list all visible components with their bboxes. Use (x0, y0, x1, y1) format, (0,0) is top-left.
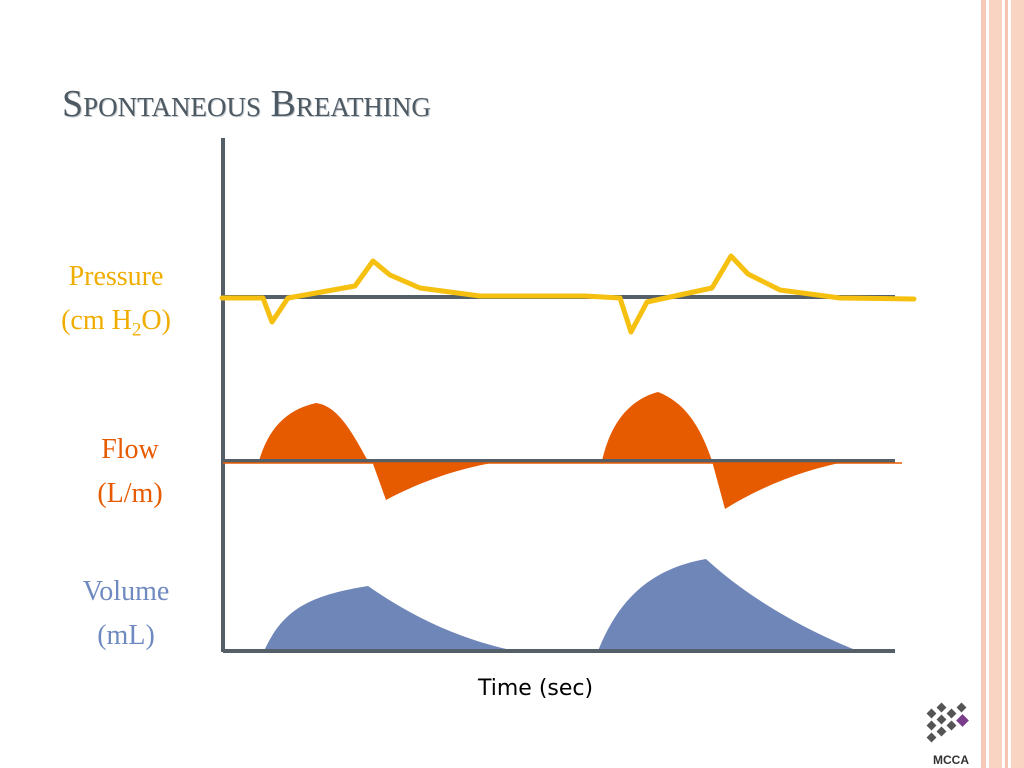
volume-label-line1: Volume (82, 576, 170, 607)
flow-label-line1: Flow (101, 434, 159, 465)
pressure-label: Pressure (cm H2O) (31, 255, 201, 353)
flow-expiration-wave-1 (372, 461, 505, 500)
border-stripe-2 (989, 0, 1002, 768)
mcca-logo: MCCA (926, 702, 976, 767)
volume-label: Volume (mL) (41, 570, 211, 658)
mcca-logo-text: MCCA (933, 753, 969, 767)
pressure-label-line2: (cm H2O) (31, 299, 201, 353)
flow-label-line2: (L/m) (97, 478, 163, 509)
flow-inspiration-wave-2 (602, 392, 712, 461)
border-stripe-1 (981, 0, 986, 768)
slide-title: Spontaneous Breathing (62, 83, 431, 125)
flow-expiration-wave-2 (712, 461, 850, 509)
mcca-logo-icon (926, 702, 969, 743)
pressure-unit-prefix: (cm H (61, 305, 132, 336)
border-stripe-3 (1005, 0, 1008, 768)
x-axis-label: Time (sec) (478, 676, 594, 701)
border-stripe-4 (1011, 0, 1024, 768)
pressure-label-line1: Pressure (68, 261, 164, 292)
volume-wave-1 (264, 586, 515, 651)
flow-inspiration-wave-1 (259, 403, 368, 461)
pressure-trace (219, 253, 917, 335)
volume-label-line2: (mL) (97, 620, 155, 651)
flow-label: Flow (L/m) (45, 428, 215, 516)
pressure-unit-suffix: O) (141, 305, 171, 336)
pressure-unit-subscript: 2 (131, 319, 142, 341)
volume-wave-2 (598, 559, 858, 651)
